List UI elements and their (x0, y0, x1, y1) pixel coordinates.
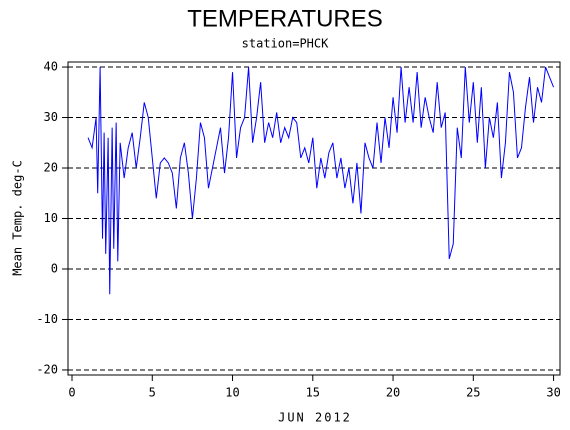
y-tick-label: 0 (51, 261, 58, 275)
x-tick-label: 20 (386, 386, 400, 400)
y-tick-label: 10 (44, 211, 58, 225)
y-tick-label: 40 (44, 60, 58, 74)
x-tick-label: 10 (225, 386, 239, 400)
x-axis-label: JUN 2012 (278, 411, 352, 425)
x-tick-label: 15 (306, 386, 320, 400)
chart-subtitle: station=PHCK (242, 37, 329, 51)
chart-title: TEMPERATURES (187, 5, 383, 32)
y-tick-label: -20 (36, 362, 58, 376)
y-tick-label: -10 (36, 312, 58, 326)
x-tick-label: 30 (546, 386, 560, 400)
x-tick-label: 5 (149, 386, 156, 400)
y-axis-label: Mean Temp. deg-C (11, 160, 25, 276)
y-tick-label: 30 (44, 110, 58, 124)
x-tick-label: 0 (68, 386, 75, 400)
y-tick-label: 20 (44, 161, 58, 175)
x-tick-label: 25 (466, 386, 480, 400)
data-line (87, 66, 555, 295)
